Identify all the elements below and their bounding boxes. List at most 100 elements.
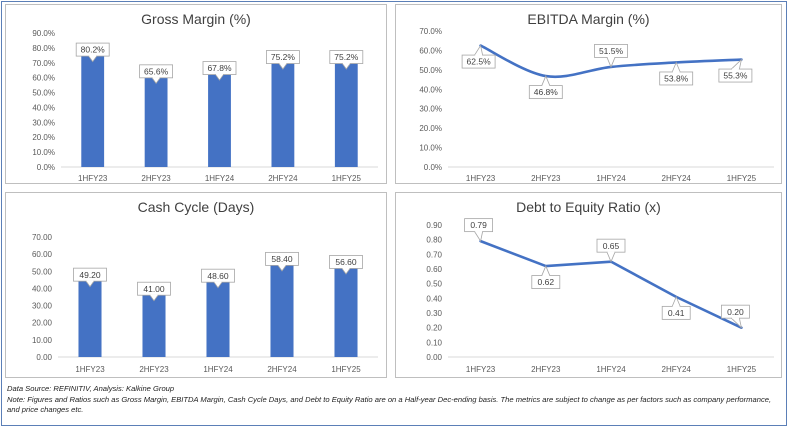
data-label-text: 62.5% [467,57,492,67]
y-tick-label: 90.0% [32,29,55,38]
bar [270,256,294,357]
data-label-text: 58.40 [271,254,293,264]
x-tick-label: 1HFY25 [331,365,361,374]
data-label: 0.79 [464,218,493,243]
chart-svg: Gross Margin (%) 0.0% 10.0% 20.0% 30.0% 40.0%… [32,11,378,183]
y-tick-label: 0.10 [426,338,442,347]
data-label-pointer [277,265,287,272]
x-tick-label: 2HFY24 [662,174,692,183]
y-tick-label: 30.0% [419,105,442,114]
data-source-note: Data Source: REFINITIV, Analysis: Kalkin… [7,384,175,393]
y-tick-label: 70.00 [32,233,53,242]
y-tick-label: 10.0% [32,148,55,157]
data-label-pointer [149,294,159,302]
data-label-pointer [213,281,223,289]
data-label-text: 51.5% [599,46,624,56]
x-tick-label: 2HFY24 [267,365,297,374]
data-label: 62.5% [461,44,496,69]
bar [81,47,105,167]
y-tick-label: 0.60 [426,265,442,274]
x-tick-label: 1HFY23 [466,174,496,183]
data-label: 48.60 [201,268,235,289]
y-tick-label: 0.0% [424,163,442,172]
data-label: 80.2% [75,42,110,63]
x-tick-label: 2HFY23 [531,365,561,374]
data-label: 67.8% [202,61,237,81]
x-tick-label: 1HFY24 [596,365,626,374]
bar [334,55,358,168]
data-label-pointer [606,57,616,68]
y-tick-label: 0.80 [426,236,442,245]
x-tick-label: 1HFY24 [203,365,233,374]
data-label-pointer [731,58,743,70]
data-label-text: 56.60 [335,257,357,267]
chart-svg: EBITDA Margin (%) 0.0% 10.0% 20.0% 30.0% 40.0… [419,11,774,183]
data-label: 75.2% [265,50,300,70]
x-tick-label: 2HFY23 [139,365,169,374]
y-tick-label: 0.50 [426,280,442,289]
y-tick-label: 0.20 [426,324,442,333]
y-tick-label: 80.0% [32,44,55,53]
disclaimer-note: Note: Figures and Ratios such as Gross M… [7,394,772,415]
data-label-pointer [278,63,288,70]
y-tick-label: 20.0% [32,133,55,142]
y-tick-label: 50.00 [32,267,53,276]
data-label-pointer [341,268,351,275]
y-tick-label: 20.00 [32,319,53,328]
chart-title: Cash Cycle (Days) [138,199,255,215]
data-label-text: 0.20 [727,307,744,317]
y-tick-label: 0.70 [426,250,442,259]
bar [206,273,230,357]
bar [334,259,358,357]
chart-svg: Cash Cycle (Days) 0.00 10.00 20.00 30.00 40.0… [32,199,378,374]
data-label-pointer [671,61,681,73]
data-label: 41.00 [137,281,171,302]
data-label: 49.20 [73,267,107,288]
data-label: 55.3% [718,58,753,83]
data-label: 75.2% [329,50,364,70]
x-tick-label: 2HFY23 [531,174,561,183]
data-label: 56.60 [329,255,363,275]
data-label-text: 0.62 [538,277,555,287]
data-label-pointer [541,75,551,86]
chart-svg: Debt to Equity Ratio (x) 0.00 0.10 0.20 0.30… [426,199,774,374]
data-label-text: 48.60 [207,271,229,281]
y-tick-label: 60.0% [419,46,442,55]
gross-margin-chart: Gross Margin (%) 0.0% 10.0% 20.0% 30.0% 40.0%… [5,4,387,184]
data-label-text: 0.41 [668,308,685,318]
y-tick-label: 10.00 [32,336,53,345]
y-tick-label: 40.0% [32,103,55,112]
debt-to-equity-chart: Debt to Equity Ratio (x) 0.00 0.10 0.20 0.30… [395,192,782,378]
cash-cycle-chart: Cash Cycle (Days) 0.00 10.00 20.00 30.00 40.0… [5,192,387,378]
bar [78,272,102,357]
data-label: 51.5% [594,44,628,68]
data-label-text: 49.20 [79,270,101,280]
x-tick-label: 2HFY24 [662,365,692,374]
data-label: 0.41 [661,295,691,320]
y-tick-label: 70.0% [32,59,55,68]
data-label-pointer [151,77,161,85]
bar [208,66,231,167]
x-tick-label: 1HFY23 [78,174,108,183]
y-tick-label: 60.0% [32,74,55,83]
x-tick-label: 1HFY24 [205,174,235,183]
data-label-text: 0.65 [603,241,620,251]
data-label-pointer [731,317,743,329]
x-tick-label: 1HFY25 [332,174,362,183]
y-tick-label: 0.40 [426,294,442,303]
x-tick-label: 1HFY25 [727,365,757,374]
data-label-pointer [474,231,483,243]
data-label-pointer [671,295,681,307]
data-label: 0.65 [596,238,626,263]
data-label: 0.62 [531,265,561,289]
data-label-pointer [85,280,95,288]
y-tick-label: 0.00 [36,353,52,362]
data-label-pointer [88,55,98,63]
y-tick-label: 40.0% [419,85,442,94]
data-label-text: 41.00 [143,284,165,294]
y-tick-label: 10.0% [419,144,442,153]
data-label-text: 46.8% [534,87,559,97]
data-label-pointer [215,74,224,81]
y-tick-label: 40.00 [32,284,53,293]
x-tick-label: 1HFY23 [75,365,105,374]
